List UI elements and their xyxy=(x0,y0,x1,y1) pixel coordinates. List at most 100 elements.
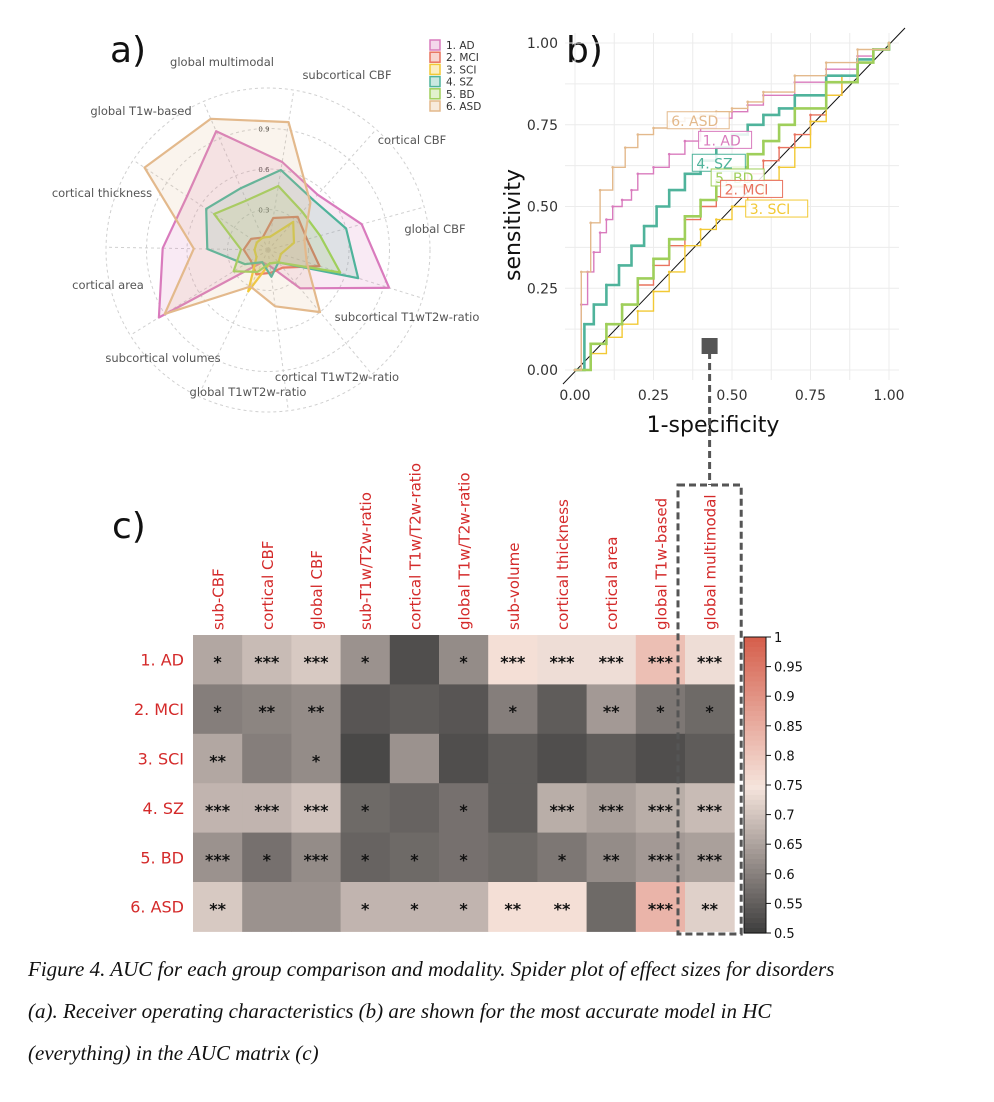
heatmap-cell-stars: * xyxy=(213,653,222,672)
colorbar-segment xyxy=(744,883,766,890)
radar-ring xyxy=(105,87,431,413)
colorbar-segment xyxy=(744,785,766,791)
heatmap-cell-stars: * xyxy=(459,850,468,869)
roc-point-sz xyxy=(793,94,797,97)
roc-point-asd xyxy=(856,48,859,51)
roc-point-sci xyxy=(715,218,718,221)
roc-point-asd xyxy=(730,107,734,110)
heatmap-cell-stars: * xyxy=(361,900,370,919)
colorbar-segment xyxy=(744,735,766,742)
heatmap-cell xyxy=(242,684,292,735)
heatmap-cell xyxy=(340,832,391,883)
roc-point-sci xyxy=(809,120,812,123)
radar-ring xyxy=(186,168,350,332)
legend-swatch-mci xyxy=(429,51,441,63)
legend-label-sci: 3. SCI xyxy=(446,64,476,76)
heatmap-cell-stars: * xyxy=(656,702,665,721)
radar-ring xyxy=(227,209,309,291)
roc-point-asd xyxy=(762,90,765,94)
colorbar-segment xyxy=(744,878,766,885)
heatmap-cell-stars: ** xyxy=(209,900,226,919)
heatmap-column-label: global CBF xyxy=(308,550,326,630)
radar-axis-label: global T1w-based xyxy=(90,104,191,118)
roc-point-mci xyxy=(809,113,812,117)
highlight-connector-square xyxy=(701,338,718,354)
roc-point-bd xyxy=(605,322,608,326)
colorbar-segment xyxy=(744,765,766,771)
roc-x-tick: 1.00 xyxy=(873,388,904,404)
heatmap-cell-stars: * xyxy=(410,850,419,869)
heatmap-cell-stars: * xyxy=(558,850,567,869)
heatmap-cell xyxy=(537,635,588,685)
roc-point-asd xyxy=(824,61,828,64)
heatmap-cell xyxy=(242,783,292,834)
colorbar-tick-label: 0.85 xyxy=(774,720,803,735)
colorbar-segment xyxy=(744,893,766,900)
roc-y-tick: 0.50 xyxy=(527,200,558,216)
colorbar-segment xyxy=(744,637,766,643)
heatmap-cell xyxy=(193,832,243,883)
colorbar-segment xyxy=(744,873,766,880)
roc-x-axis-title: 1-specificity xyxy=(647,413,780,438)
heatmap-cell xyxy=(340,733,391,784)
radar-axis-label: cortical area xyxy=(72,278,144,292)
heatmap-cell-stars: *** xyxy=(648,801,674,820)
colorbar-segment xyxy=(744,646,766,653)
colorbar-segment xyxy=(744,666,766,673)
heatmap-cell-stars: ** xyxy=(209,752,226,771)
colorbar-segment xyxy=(744,928,766,934)
roc-point-bd xyxy=(667,237,671,241)
heatmap-column-labels: sub-CBF cortical CBF global CBF sub-T1w/T2w… xyxy=(210,463,720,630)
radar-spoke xyxy=(202,101,269,251)
colorbar-tick-label: 0.7 xyxy=(774,809,795,824)
legend-swatch-bd xyxy=(429,88,441,100)
legend-label-asd: 6. ASD xyxy=(446,101,481,113)
heatmap-cell xyxy=(340,783,391,834)
roc-point-sz xyxy=(592,303,596,306)
roc-point-sci xyxy=(683,244,687,248)
roc-point-mci xyxy=(793,133,797,136)
heatmap-cell xyxy=(488,684,538,735)
roc-point-sz xyxy=(642,224,646,228)
radar-spoke xyxy=(267,129,377,251)
heatmap-cell xyxy=(586,783,637,834)
figure-caption: Figure 4. AUC for each group comparison … xyxy=(28,948,978,1074)
heatmap-cell xyxy=(439,882,489,932)
panel-label-b: b) xyxy=(566,30,603,71)
colorbar-segment xyxy=(744,913,766,919)
caption-line-1: Figure 4. AUC for each group comparison … xyxy=(28,957,835,981)
panel-label-a: a) xyxy=(110,30,146,71)
radar-axis-label: subcortical CBF xyxy=(302,68,391,82)
heatmap-row-label: 6. ASD xyxy=(130,898,184,917)
colorbar-segment xyxy=(744,740,766,747)
roc-point-asd xyxy=(636,133,640,136)
colorbar-segment xyxy=(744,863,766,870)
heatmap-column-label: cortical CBF xyxy=(259,541,277,630)
heatmap-cell xyxy=(439,733,489,784)
radar-axis-label: cortical CBF xyxy=(378,133,447,147)
roc-x-tick: 0.50 xyxy=(716,388,747,404)
caption-line-2: (a). Receiver operating characteristics … xyxy=(28,999,772,1023)
colorbar-tick-label: 0.9 xyxy=(774,690,795,705)
colorbar-segment xyxy=(744,789,766,796)
colorbar-segment xyxy=(744,844,766,850)
caption-line-3: (everything) in the AUC matrix (c) xyxy=(28,1041,319,1065)
roc-point-mci xyxy=(777,146,781,149)
roc-point-bd xyxy=(746,152,749,156)
heatmap-cell xyxy=(340,882,391,932)
heatmap-cell-stars: ** xyxy=(603,850,620,869)
legend-label-sz: 4. SZ xyxy=(446,77,473,89)
colorbar-segment xyxy=(744,824,766,830)
roc-point-ad xyxy=(683,139,687,143)
colorbar-segment xyxy=(744,720,766,727)
heatmap-cell xyxy=(291,882,342,932)
colorbar-tick-label: 0.5 xyxy=(774,927,795,942)
roc-point-ad xyxy=(598,231,602,234)
heatmap-cell-stars: * xyxy=(509,702,518,721)
heatmap-cell xyxy=(537,783,588,834)
radar-series xyxy=(143,117,391,319)
roc-point-ad xyxy=(620,198,624,202)
colorbar-segment xyxy=(744,686,766,692)
